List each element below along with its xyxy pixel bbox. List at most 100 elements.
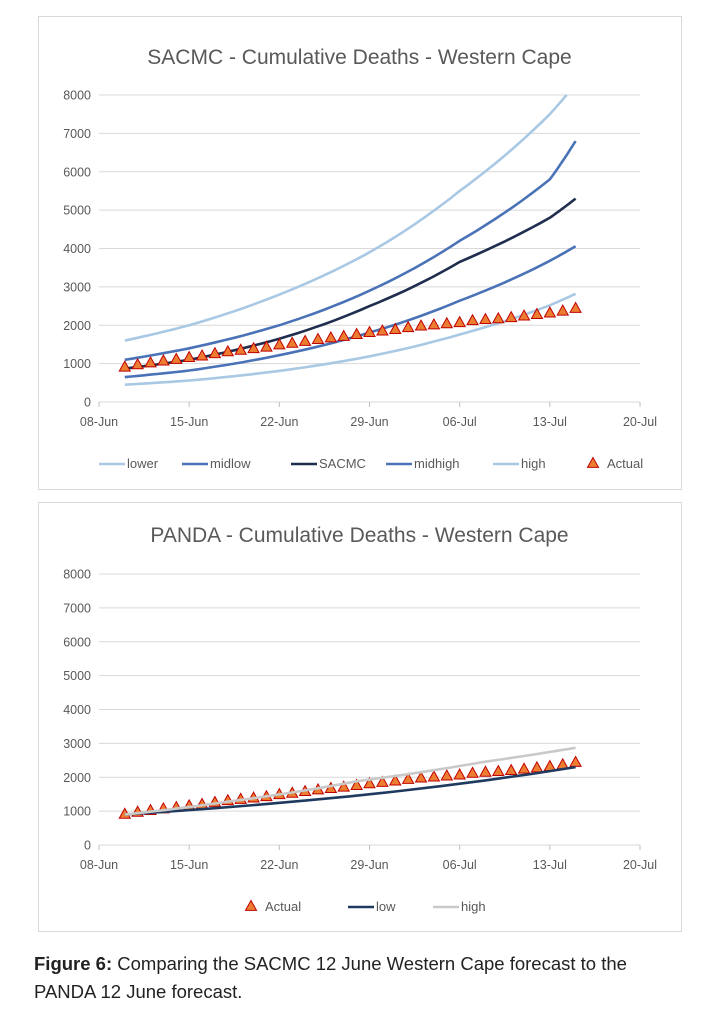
x-tick-label: 15-Jun <box>170 415 208 429</box>
y-tick-label: 4000 <box>63 242 91 256</box>
data-point-actual <box>208 346 222 359</box>
data-point-actual <box>427 770 441 782</box>
data-point-actual <box>221 344 235 357</box>
data-point-actual <box>491 311 505 324</box>
series-line-sacmc <box>124 197 577 370</box>
data-point-actual <box>479 765 492 777</box>
data-point-actual <box>324 331 338 343</box>
data-point-actual <box>543 306 557 318</box>
legend-item-sacmc: SACMC <box>291 456 366 471</box>
data-point-actual <box>195 349 209 361</box>
data-point-actual <box>440 316 454 329</box>
data-point-actual <box>363 776 376 789</box>
x-tick-label: 06-Jul <box>443 415 477 429</box>
data-point-actual <box>272 337 286 350</box>
data-point-actual <box>131 357 144 370</box>
panda-chart: PANDA - Cumulative Deaths - Western Cape… <box>63 524 657 914</box>
data-point-actual <box>517 762 531 774</box>
chart-title: SACMC - Cumulative Deaths - Western Cape <box>147 46 571 69</box>
data-point-actual <box>285 336 299 348</box>
legend-item-high: high <box>493 456 546 471</box>
y-tick-label: 1000 <box>63 357 91 371</box>
data-point-actual <box>350 327 363 339</box>
data-point-actual <box>569 755 582 767</box>
y-tick-label: 3000 <box>63 737 91 751</box>
data-point-actual <box>414 319 428 331</box>
y-tick-label: 6000 <box>63 635 91 649</box>
series-line-midhigh <box>124 140 577 362</box>
legend-label: high <box>521 456 546 471</box>
data-point-actual <box>453 768 467 780</box>
data-point-actual <box>144 355 157 368</box>
x-tick-label: 22-Jun <box>260 858 298 872</box>
legend-item-actual: Actual <box>586 456 643 471</box>
series-actual <box>118 301 582 372</box>
series-line-lower <box>124 292 577 386</box>
x-tick-label: 13-Jul <box>533 858 567 872</box>
legend-label: high <box>461 899 486 914</box>
y-tick-label: 5000 <box>63 669 91 683</box>
data-point-actual <box>260 340 273 352</box>
data-point-actual <box>453 315 467 328</box>
sacmc-chart: SACMC - Cumulative Deaths - Western Cape… <box>63 46 657 471</box>
data-point-actual <box>504 763 518 776</box>
series-lower <box>124 292 577 386</box>
legend-label: lower <box>127 456 159 471</box>
legend-label: SACMC <box>319 456 366 471</box>
y-tick-label: 0 <box>84 839 91 853</box>
data-point-actual <box>182 350 196 363</box>
legend-swatch <box>244 899 258 911</box>
data-point-actual <box>157 354 170 366</box>
sacmc-chart-panel: SACMC - Cumulative Deaths - Western Cape… <box>38 16 682 490</box>
x-tick-label: 06-Jul <box>443 858 477 872</box>
series-high <box>124 746 576 816</box>
data-point-actual <box>298 334 312 346</box>
legend-label: midlow <box>210 456 251 471</box>
x-tick-label: 29-Jun <box>350 415 388 429</box>
x-tick-label: 29-Jun <box>350 858 388 872</box>
legend-item-actual: Actual <box>244 899 301 914</box>
y-tick-label: 6000 <box>63 165 91 179</box>
y-tick-label: 7000 <box>63 127 91 141</box>
x-tick-label: 08-Jun <box>80 858 118 872</box>
y-tick-label: 1000 <box>63 805 91 819</box>
panda-chart-panel: PANDA - Cumulative Deaths - Western Cape… <box>38 502 682 932</box>
legend-item-midlow: midlow <box>182 456 251 471</box>
x-tick-label: 13-Jul <box>533 415 567 429</box>
data-point-actual <box>376 324 389 336</box>
data-point-actual <box>247 341 260 354</box>
data-point-actual <box>466 313 479 326</box>
figure-caption: Figure 6: Comparing the SACMC 12 June We… <box>34 950 684 1006</box>
x-tick-label: 15-Jun <box>170 858 208 872</box>
legend-label: midhigh <box>414 456 460 471</box>
data-point-actual <box>401 772 415 784</box>
y-tick-label: 7000 <box>63 601 91 615</box>
series-low <box>124 765 576 816</box>
data-point-actual <box>569 301 582 313</box>
y-tick-label: 8000 <box>63 568 91 582</box>
legend-label: Actual <box>265 899 301 914</box>
x-tick-label: 22-Jun <box>260 415 298 429</box>
data-point-actual <box>337 329 351 341</box>
data-point-actual <box>491 764 505 777</box>
legend-item-midhigh: midhigh <box>386 456 460 471</box>
y-tick-label: 4000 <box>63 703 91 717</box>
figure-caption-label: Figure 6: <box>34 953 113 974</box>
data-point-actual <box>169 352 183 364</box>
data-point-actual <box>427 317 441 330</box>
legend-label: low <box>376 899 396 914</box>
data-point-actual <box>556 304 570 316</box>
legend-item-low: low <box>348 899 396 914</box>
legend-label: Actual <box>607 456 643 471</box>
y-tick-label: 0 <box>84 396 91 410</box>
series-line-low <box>124 765 576 816</box>
x-tick-label: 20-Jul <box>623 858 657 872</box>
series-high <box>124 94 568 342</box>
data-point-actual <box>388 774 402 786</box>
legend-swatch <box>586 456 600 468</box>
data-point-actual <box>543 759 557 771</box>
data-point-actual <box>388 322 402 334</box>
data-point-actual <box>504 310 518 323</box>
data-point-actual <box>234 343 248 355</box>
data-point-actual <box>118 360 132 372</box>
